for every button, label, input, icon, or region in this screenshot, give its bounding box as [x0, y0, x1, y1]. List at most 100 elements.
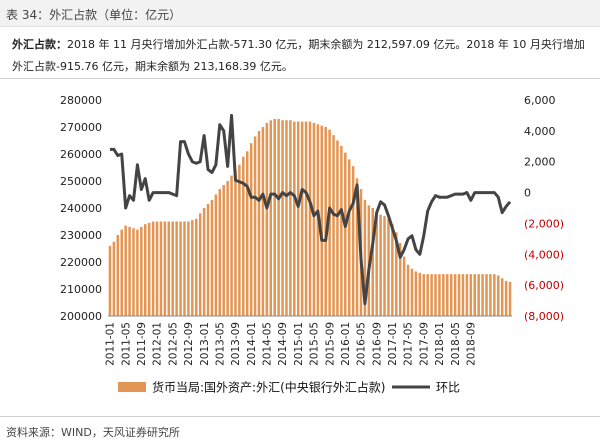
x-axis-tick: 2012-05	[167, 322, 179, 366]
bar	[453, 274, 457, 316]
bar	[410, 268, 414, 316]
x-axis-tick: 2013-01	[199, 322, 211, 366]
summary-lead: 外汇占款：	[12, 38, 67, 51]
bar	[245, 151, 249, 316]
bar	[230, 175, 233, 316]
x-axis-tick: 2013-09	[230, 322, 242, 366]
left-axis-tick: 200000	[60, 310, 102, 323]
source-note: 资料来源：WIND，天风证券研究所	[6, 426, 180, 439]
bar	[261, 127, 265, 316]
bar	[300, 121, 304, 316]
bar	[179, 221, 182, 316]
x-axis-tick: 2016-01	[340, 322, 352, 366]
right-axis-tick: (4,000)	[524, 248, 564, 261]
bar	[497, 275, 500, 316]
x-axis-tick: 2018-09	[465, 322, 477, 366]
right-axis-tick: 4,000	[524, 125, 556, 138]
x-axis-tick: 2014-09	[277, 322, 289, 366]
left-axis-tick: 230000	[60, 229, 102, 242]
bar	[446, 274, 449, 316]
bar	[312, 122, 316, 316]
bar	[504, 280, 508, 316]
x-axis-tick: 2012-01	[152, 322, 164, 366]
bar	[293, 121, 296, 316]
bar	[155, 221, 159, 316]
bar	[469, 274, 473, 316]
bar	[108, 245, 112, 316]
bar	[418, 272, 422, 316]
summary-text: 外汇占款：2018 年 11 月央行增加外汇占款-571.30 亿元，期末余额为…	[12, 34, 592, 78]
summary-body: 2018 年 11 月央行增加外汇占款-571.30 亿元，期末余额为 212,…	[12, 38, 585, 73]
bar	[426, 274, 429, 316]
bar	[273, 118, 276, 317]
bar	[249, 143, 253, 316]
x-axis-tick: 2016-09	[371, 322, 383, 366]
bar	[144, 224, 147, 316]
bar	[167, 221, 171, 316]
right-axis-tick: 6,000	[524, 94, 556, 107]
bar	[226, 181, 229, 316]
right-axis-tick: (6,000)	[524, 279, 564, 292]
bar	[218, 189, 222, 316]
bar	[422, 274, 425, 316]
bar	[336, 140, 339, 316]
bar	[210, 199, 214, 316]
bar	[128, 226, 131, 316]
bar	[198, 213, 202, 316]
bar	[304, 121, 308, 316]
bar	[457, 274, 461, 316]
left-axis-tick: 240000	[60, 202, 102, 215]
right-axis-tick: (8,000)	[524, 310, 564, 323]
table-caption: 表 34：外汇占款（单位：亿元）	[6, 8, 182, 22]
bar	[402, 256, 406, 316]
bar	[191, 220, 194, 316]
bar	[257, 131, 261, 316]
bar	[344, 152, 347, 316]
x-axis-tick: 2015-05	[309, 322, 321, 366]
legend-label-bar: 货币当局:国外资产:外汇(中央银行外汇占款)	[152, 380, 385, 395]
x-axis-tick: 2011-01	[105, 322, 117, 366]
bar	[132, 228, 135, 316]
right-axis-tick: 0	[524, 187, 531, 200]
left-axis-tick: 260000	[60, 148, 102, 161]
right-axis-tick: 2,000	[524, 156, 556, 169]
bar	[324, 127, 327, 316]
summary-divider	[0, 78, 600, 79]
bar	[485, 274, 488, 316]
x-axis-tick: 2017-09	[418, 322, 430, 366]
bar	[438, 274, 441, 316]
left-axis-tick: 270000	[60, 121, 102, 134]
bar	[481, 274, 484, 316]
bar	[493, 274, 496, 316]
bar	[500, 278, 504, 316]
bar	[253, 136, 257, 316]
legend-label-line: 环比	[436, 381, 460, 395]
x-axis-tick: 2017-01	[387, 322, 399, 366]
x-axis-tick: 2017-05	[403, 322, 415, 366]
bar	[473, 274, 476, 316]
bar	[320, 125, 324, 317]
bar	[112, 241, 116, 316]
bar	[363, 199, 367, 316]
x-axis-tick: 2018-05	[450, 322, 462, 366]
left-axis-tick: 210000	[60, 283, 102, 296]
bar	[442, 274, 445, 316]
left-axis-tick: 280000	[60, 94, 102, 107]
bar	[355, 178, 359, 316]
x-axis-tick: 2015-01	[293, 322, 305, 366]
x-axis-tick: 2018-01	[434, 322, 446, 366]
bar	[308, 121, 312, 316]
bar	[351, 166, 355, 316]
left-axis-tick: 220000	[60, 256, 102, 269]
bar	[289, 120, 292, 316]
bar	[398, 243, 402, 316]
bar	[508, 281, 512, 316]
bar	[206, 203, 210, 316]
mom-line	[109, 113, 512, 306]
bar	[449, 274, 453, 316]
bar	[340, 145, 343, 316]
bar	[281, 120, 284, 316]
bar	[163, 221, 167, 316]
bar	[269, 120, 273, 316]
bar	[187, 221, 190, 316]
